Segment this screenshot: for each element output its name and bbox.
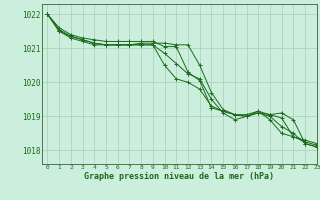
X-axis label: Graphe pression niveau de la mer (hPa): Graphe pression niveau de la mer (hPa) (84, 172, 274, 181)
